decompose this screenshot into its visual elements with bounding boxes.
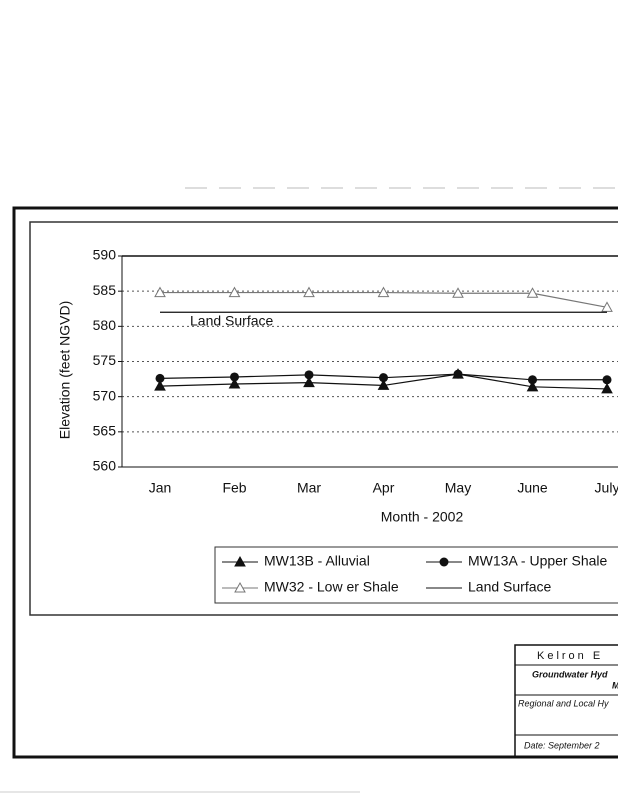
marker (234, 555, 246, 567)
title-line: Regional and Local Hy (518, 698, 609, 708)
marker (154, 380, 166, 391)
y-axis-label: Elevation (feet NGVD) (57, 301, 73, 440)
marker (303, 286, 315, 298)
y-tick-label: 590 (93, 247, 117, 263)
y-tick-label: 585 (93, 282, 117, 298)
marker (228, 286, 241, 298)
title-line: Groundwater Hyd (532, 669, 608, 679)
y-tick-label: 560 (93, 458, 117, 474)
x-tick-label: Apr (373, 480, 395, 496)
y-tick-label: 575 (93, 352, 117, 368)
x-tick-label: June (517, 480, 548, 496)
marker (230, 372, 239, 382)
x-tick-label: Jan (149, 480, 172, 496)
y-tick-label: 565 (93, 423, 117, 439)
legend-label: MW32 - Low er Shale (264, 579, 399, 595)
marker (155, 373, 165, 383)
marker (601, 382, 613, 394)
outer-frame (12, 206, 618, 759)
date: Date: September 2 (524, 740, 600, 750)
marker (377, 286, 390, 298)
legend-box (214, 546, 618, 604)
marker (154, 286, 166, 298)
marker (228, 377, 241, 389)
legend-label: MW13A - Upper Shale (468, 553, 607, 569)
marker (439, 557, 449, 567)
x-tick-label: July (595, 480, 618, 496)
marker (602, 375, 612, 385)
marker (526, 380, 539, 392)
marker (601, 301, 613, 312)
chart-frame (29, 221, 618, 616)
marker (379, 373, 388, 383)
company: Kelron E (537, 650, 603, 662)
y-tick-label: 570 (93, 387, 117, 403)
marker (528, 375, 537, 385)
marker (526, 287, 539, 298)
x-tick-label: Feb (222, 480, 246, 496)
marker (453, 369, 463, 379)
marker (234, 581, 246, 593)
marker (377, 379, 390, 390)
x-tick-label: May (445, 480, 471, 496)
marker (452, 287, 464, 298)
x-tick-label: Mar (297, 480, 321, 496)
annotation: Land Surface (190, 313, 273, 329)
y-tick-label: 580 (93, 317, 117, 333)
legend-label: MW13B - Alluvial (264, 553, 370, 569)
marker (303, 376, 315, 388)
title-line: M (612, 680, 618, 690)
title-block (514, 644, 618, 758)
marker (304, 370, 314, 380)
legend-label: Land Surface (468, 579, 551, 595)
x-axis-label: Month - 2002 (381, 509, 464, 525)
